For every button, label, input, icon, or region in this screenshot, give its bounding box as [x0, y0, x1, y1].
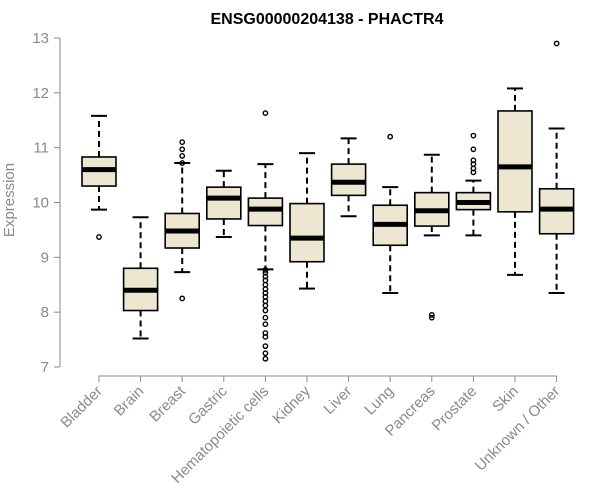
- outlier-point: [179, 152, 186, 159]
- box-breast: [164, 139, 200, 302]
- outlier-point: [428, 314, 435, 321]
- outlier-point: [262, 314, 269, 321]
- x-tick-label: Bladder: [57, 383, 106, 432]
- outlier-point: [262, 307, 269, 314]
- box-liver: [330, 137, 367, 218]
- iqr-box: [497, 110, 533, 213]
- outlier-point: [262, 267, 269, 273]
- box-hematopoietic-cells: [247, 110, 284, 362]
- x-tick-label: Lung: [361, 383, 397, 419]
- outlier-point: [553, 40, 560, 47]
- y-tick-label: 9: [41, 249, 49, 266]
- outlier-point: [179, 160, 186, 166]
- chart-title: ENSG00000204138 - PHACTR4: [210, 11, 443, 28]
- y-tick-label: 7: [41, 359, 49, 376]
- box-skin: [497, 87, 533, 276]
- iqr-box: [247, 197, 284, 227]
- outlier-point: [470, 146, 477, 153]
- y-tick-label: 12: [32, 85, 49, 102]
- box-unknown-other: [538, 40, 575, 294]
- outlier-point: [262, 343, 269, 350]
- x-tick-label: Kidney: [269, 382, 314, 427]
- x-tick-label: Liver: [320, 383, 355, 418]
- box-gastric: [206, 169, 242, 239]
- box-pancreas: [413, 153, 450, 321]
- outlier-point: [262, 321, 269, 328]
- y-tick-label: 10: [32, 195, 49, 212]
- outlier-point: [96, 234, 102, 240]
- outlier-point: [428, 312, 435, 318]
- y-tick-label: 11: [33, 140, 49, 157]
- box-prostate: [455, 132, 492, 237]
- outlier-point: [262, 355, 269, 362]
- iqr-box: [206, 186, 242, 220]
- y-axis-label: Expression: [1, 163, 18, 237]
- outlier-point: [470, 157, 477, 164]
- box-bladder: [81, 114, 117, 240]
- outlier-point: [262, 110, 269, 117]
- x-tick-label: Breast: [146, 382, 189, 425]
- outlier-point: [387, 133, 394, 140]
- box-brain: [122, 216, 159, 340]
- iqr-box: [289, 202, 325, 263]
- outlier-point: [262, 330, 269, 336]
- outlier-point: [179, 146, 186, 153]
- y-tick-label: 13: [32, 30, 49, 47]
- boxes-group: [81, 40, 575, 362]
- outlier-point: [179, 139, 186, 146]
- outlier-point: [179, 295, 186, 302]
- y-axis: 7 8 9 10 11 12 13: [32, 30, 61, 376]
- x-tick-label: Skin: [489, 383, 522, 416]
- outlier-point: [470, 132, 477, 139]
- outlier-point: [262, 269, 269, 276]
- outlier-point: [262, 350, 269, 357]
- box-kidney: [289, 152, 325, 290]
- x-tick-label: Prostate: [429, 383, 481, 435]
- x-tick-label: Brain: [111, 383, 148, 420]
- y-tick-label: 8: [41, 304, 49, 321]
- box-lung: [372, 133, 409, 294]
